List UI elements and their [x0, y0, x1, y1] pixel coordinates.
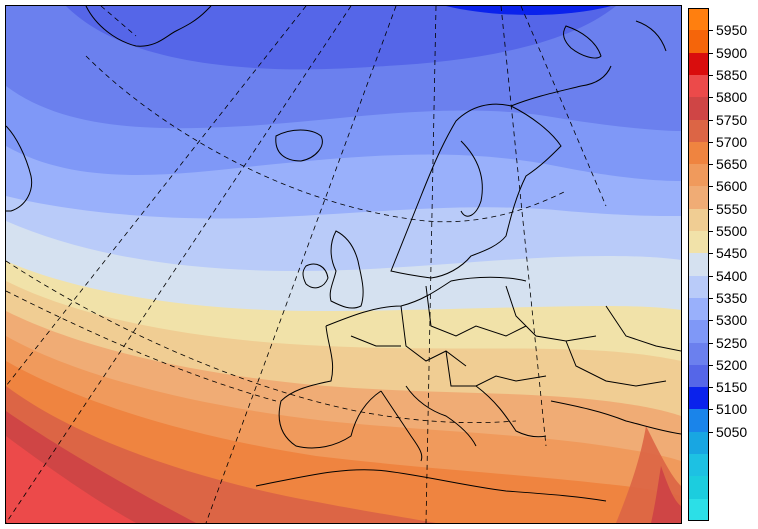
- legend-label: 5300: [716, 312, 748, 329]
- legend-label: 5700: [716, 133, 748, 150]
- legend-swatch: [688, 164, 709, 187]
- band-5250: [66, 6, 616, 70]
- legend-swatch: [688, 8, 709, 31]
- legend-label: 5950: [716, 22, 748, 39]
- band-east-5850: [651, 466, 681, 523]
- legend-swatch: [688, 498, 709, 521]
- legend-label: 5400: [716, 267, 748, 284]
- legend-tick: [709, 275, 713, 277]
- legend-swatch: [688, 320, 709, 343]
- legend-swatch: [688, 52, 709, 75]
- band-5200: [446, 6, 611, 15]
- color-scale-legend: 5950 5900 5850 5800 5750 5700 5650 5600 5550 5500…: [688, 8, 758, 521]
- legend-tick: [709, 141, 713, 143]
- legend-swatch: [688, 97, 709, 120]
- legend-label: 5150: [716, 379, 748, 396]
- legend-tick: [709, 164, 713, 166]
- graticule: [6, 6, 607, 523]
- legend-swatch: [688, 297, 709, 321]
- legend-swatch: [688, 208, 709, 232]
- legend-tick: [709, 30, 713, 32]
- legend-label: 5350: [716, 289, 748, 306]
- legend-swatch: [688, 454, 709, 477]
- legend-swatch: [688, 476, 709, 499]
- legend-tick: [709, 409, 713, 411]
- legend-swatch: [688, 342, 709, 365]
- legend-band: [688, 498, 758, 521]
- band-5900: [6, 436, 136, 523]
- legend-tick: [709, 297, 713, 299]
- legend-swatch: [688, 387, 709, 410]
- legend-tick: [709, 186, 713, 188]
- legend-label: 5900: [716, 44, 748, 61]
- legend-swatch: [688, 409, 709, 432]
- legend-label: 5750: [716, 111, 748, 128]
- legend-label: 5500: [716, 223, 748, 240]
- legend-label: 5650: [716, 156, 748, 173]
- legend-swatch: [688, 231, 709, 254]
- legend-swatch: [688, 30, 709, 53]
- legend-label: 5050: [716, 423, 748, 440]
- legend-tick: [709, 387, 713, 389]
- legend-label: 5100: [716, 401, 748, 418]
- legend-tick: [709, 431, 713, 433]
- legend-tick: [709, 253, 713, 255]
- legend-band: [688, 476, 758, 499]
- legend-label: 5550: [716, 200, 748, 217]
- legend-swatch: [688, 141, 709, 165]
- legend-tick: [709, 52, 713, 54]
- legend-label: 5450: [716, 245, 748, 262]
- legend-tick: [709, 342, 713, 344]
- legend-band: [688, 454, 758, 477]
- legend-swatch: [688, 431, 709, 455]
- legend-swatch: [688, 186, 709, 209]
- legend-tick: [709, 97, 713, 99]
- legend-swatch: [688, 275, 709, 298]
- coastlines: [6, 6, 681, 502]
- legend-swatch: [688, 119, 709, 142]
- legend-swatch: [688, 364, 709, 388]
- legend-label: 5600: [716, 178, 748, 195]
- legend-tick: [709, 364, 713, 366]
- geopotential-height-map: [5, 5, 682, 524]
- legend-swatch: [688, 74, 709, 98]
- legend-tick: [709, 231, 713, 233]
- legend-tick: [709, 208, 713, 210]
- legend-tick: [709, 119, 713, 121]
- legend-swatch: [688, 253, 709, 276]
- legend-label: 5850: [716, 66, 748, 83]
- legend-tick: [709, 320, 713, 322]
- legend-label: 5250: [716, 334, 748, 351]
- legend-label: 5200: [716, 356, 748, 373]
- legend-tick: [709, 74, 713, 76]
- legend-label: 5800: [716, 89, 748, 106]
